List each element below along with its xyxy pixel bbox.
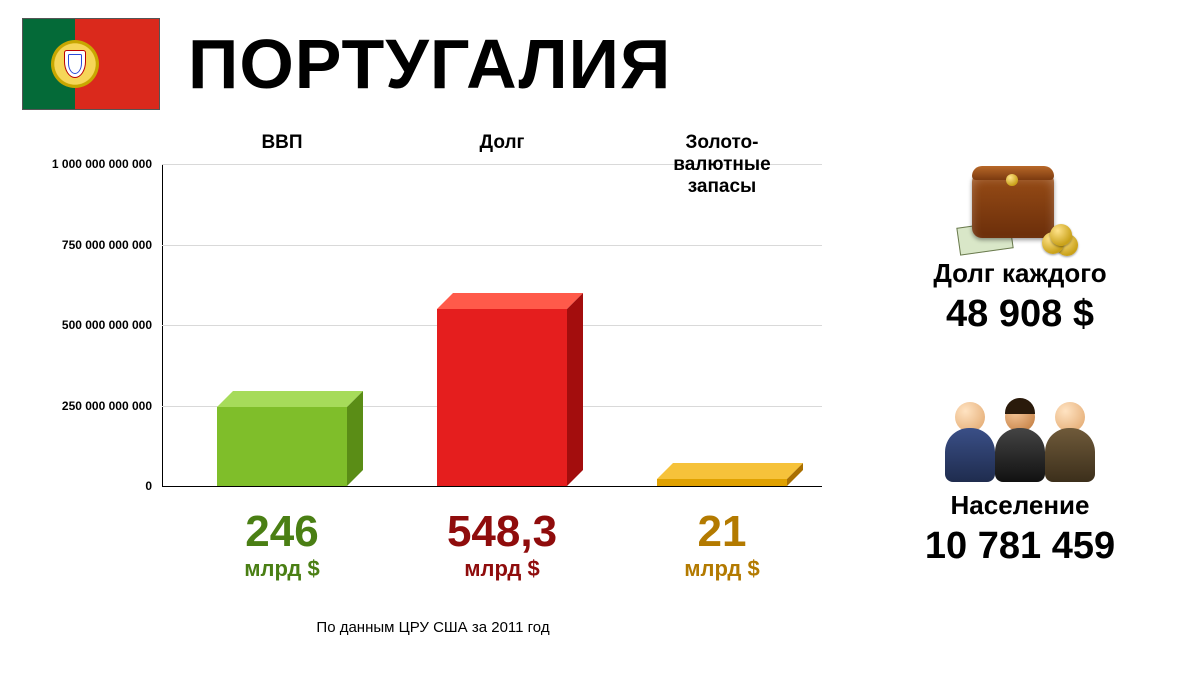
- stat-value: 10 781 459: [860, 525, 1180, 568]
- page-title: ПОРТУГАЛИЯ: [188, 24, 671, 104]
- category-label: Долг: [480, 132, 525, 154]
- stat-label: Долг каждого: [860, 258, 1180, 289]
- sidebar: Долг каждого 48 908 $ Население 10 781 4…: [860, 140, 1180, 604]
- bar: [657, 479, 787, 486]
- value-unit: млрд $: [684, 556, 759, 582]
- x-axis: [162, 486, 822, 487]
- y-tick-label: 0: [32, 479, 152, 493]
- value-unit: млрд $: [447, 556, 557, 582]
- stat-label: Население: [860, 490, 1180, 521]
- y-tick-label: 500 000 000 000: [32, 318, 152, 332]
- people-icon: [860, 372, 1180, 482]
- bar: [437, 309, 567, 486]
- value-number: 246: [244, 510, 319, 554]
- value-unit: млрд $: [244, 556, 319, 582]
- category-label: Золото-валютные запасы: [664, 132, 780, 198]
- stat-population: Население 10 781 459: [860, 372, 1180, 568]
- bar-chart: 0 250 000 000 000 500 000 000 000 750 000 0…: [28, 132, 838, 642]
- y-tick-label: 1 000 000 000 000: [32, 157, 152, 171]
- value-block: 246млрд $: [244, 510, 319, 582]
- chart-footnote: По данным ЦРУ США за 2011 год: [28, 619, 838, 636]
- y-tick-label: 750 000 000 000: [32, 238, 152, 252]
- category-label: ВВП: [261, 132, 302, 154]
- header: ПОРТУГАЛИЯ: [22, 18, 671, 110]
- stat-debt-per-capita: Долг каждого 48 908 $: [860, 140, 1180, 336]
- value-block: 548,3млрд $: [447, 510, 557, 582]
- plot-area: [162, 164, 822, 486]
- value-block: 21млрд $: [684, 510, 759, 582]
- value-number: 548,3: [447, 510, 557, 554]
- value-number: 21: [684, 510, 759, 554]
- portugal-flag-icon: [22, 18, 160, 110]
- stat-value: 48 908 $: [860, 293, 1180, 336]
- bar: [217, 407, 347, 486]
- y-tick-label: 250 000 000 000: [32, 399, 152, 413]
- wallet-icon: [860, 140, 1180, 250]
